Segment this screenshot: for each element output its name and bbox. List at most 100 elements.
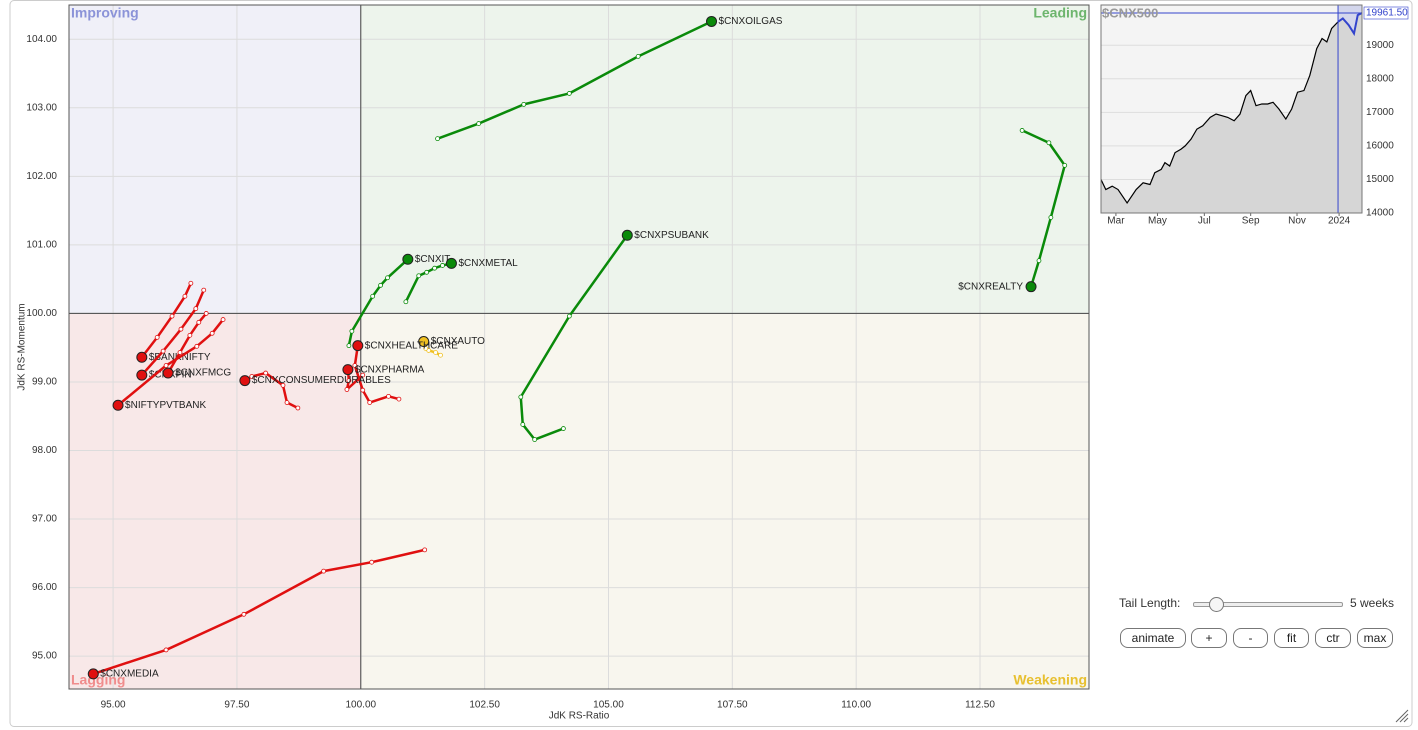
y-tick-label: 96.00 — [32, 582, 57, 593]
x-tick-label: 112.50 — [965, 700, 995, 711]
tail-line — [92, 548, 426, 676]
tail-point — [201, 287, 207, 293]
series-label: $NIFTYPVTBANK — [125, 400, 206, 411]
tail-point — [438, 352, 443, 358]
frame — [9, 0, 1413, 727]
y-tick-label: 98.00 — [32, 445, 57, 456]
series-label: $CNXOILGAS — [719, 16, 783, 27]
x-tick-label: 102.50 — [469, 700, 500, 711]
control-button[interactable]: - — [1233, 628, 1268, 648]
head-point — [136, 351, 148, 363]
tail-point — [360, 387, 366, 393]
slider-knob[interactable] — [1209, 597, 1224, 612]
y-tick-label: 18000 — [1366, 73, 1394, 84]
quadrant-label: Lagging — [71, 672, 125, 688]
price-line — [1100, 12, 1363, 205]
tail-point — [433, 350, 438, 355]
y-axis-label: JdK RS-Momentum — [17, 303, 28, 390]
tail-point — [321, 568, 327, 574]
tail-point — [1019, 128, 1025, 133]
head-point — [402, 253, 414, 265]
control-button[interactable]: ctr — [1315, 628, 1351, 648]
x-tick-label: Mar — [1107, 216, 1125, 227]
y-tick-label: 95.00 — [32, 651, 57, 662]
tail-point — [241, 611, 247, 617]
tail-point — [635, 54, 641, 59]
current-label: 19961.50 — [1366, 8, 1408, 19]
control-button[interactable]: fit — [1274, 628, 1309, 648]
head-point — [1025, 281, 1037, 293]
y-tick-label: 104.00 — [26, 34, 57, 45]
tail-point — [344, 387, 350, 392]
price-area — [1101, 13, 1362, 213]
tail-point — [295, 405, 301, 411]
head-point — [621, 229, 633, 241]
tail-point — [163, 363, 169, 368]
tail-point — [220, 317, 226, 322]
tail-point — [424, 269, 430, 275]
tail-point — [440, 263, 445, 268]
tail-point — [1046, 140, 1052, 146]
y-tick-label: 14000 — [1366, 208, 1394, 219]
y-tick-label: 15000 — [1366, 174, 1394, 185]
tail-point — [369, 559, 375, 565]
tail-point — [160, 348, 166, 354]
tail-point — [378, 282, 383, 288]
tail-point — [154, 335, 160, 340]
tail-label: Tail Length: — [1119, 596, 1181, 610]
quadrant — [360, 313, 1089, 689]
x-tick-label: 110.00 — [841, 700, 871, 711]
tail-line — [519, 234, 629, 441]
control-button[interactable]: max — [1357, 628, 1393, 648]
tail-line — [347, 258, 410, 347]
tail-point — [196, 319, 202, 325]
x-tick-label: 105.00 — [593, 700, 624, 711]
y-tick-label: 97.00 — [32, 514, 57, 525]
series-label: $CNXMETAL — [458, 258, 518, 269]
tail-point — [169, 313, 175, 319]
x-tick-label: Jul — [1198, 216, 1211, 227]
tail-point — [346, 343, 352, 349]
x-tick-label: 97.50 — [224, 700, 249, 711]
x-axis-label: JdK RS-Ratio — [549, 711, 610, 722]
tail-point — [163, 647, 169, 653]
x-tick-label: 95.00 — [101, 700, 126, 711]
x-tick-label: Sep — [1242, 216, 1260, 227]
tail-point — [177, 350, 183, 355]
tail-point — [396, 396, 402, 402]
tail-point — [188, 280, 194, 286]
tail-point — [360, 372, 366, 378]
quadrant — [69, 5, 361, 314]
current-box — [1363, 6, 1409, 20]
y-tick-label: 100.00 — [26, 308, 57, 319]
head-point — [352, 340, 364, 352]
y-tick-label: 17000 — [1366, 107, 1394, 118]
control-button[interactable]: + — [1191, 628, 1227, 648]
series-label: $CNXHEALTHCARE — [365, 340, 458, 351]
tail-point — [193, 306, 199, 312]
x-tick-label: Nov — [1288, 216, 1306, 227]
series-label: $CNXAUTO — [431, 336, 485, 347]
tail-point — [560, 426, 566, 431]
head-point — [112, 399, 124, 411]
tail-point — [284, 400, 290, 405]
x-tick-label: 2024 — [1328, 216, 1351, 227]
tail-point — [249, 374, 255, 379]
y-tick-label: 101.00 — [26, 240, 57, 251]
tail-point — [476, 121, 482, 126]
tail-point — [209, 330, 215, 336]
control-button[interactable]: animate — [1120, 628, 1186, 648]
tail-point — [386, 393, 391, 399]
series-label: $CNXREALTY — [958, 281, 1023, 292]
quadrant-label: Leading — [1033, 5, 1087, 21]
quadrant-label: Weakening — [1013, 672, 1087, 688]
tail-point — [280, 382, 286, 388]
tail-point — [178, 326, 184, 332]
tail-slider[interactable] — [1193, 602, 1343, 607]
head-point — [418, 336, 430, 348]
series-label: $CNXPSUBANK — [634, 230, 709, 241]
tail-point — [1062, 162, 1068, 168]
series-label: $CNXMEDIA — [100, 669, 159, 680]
tail-point — [182, 293, 188, 299]
